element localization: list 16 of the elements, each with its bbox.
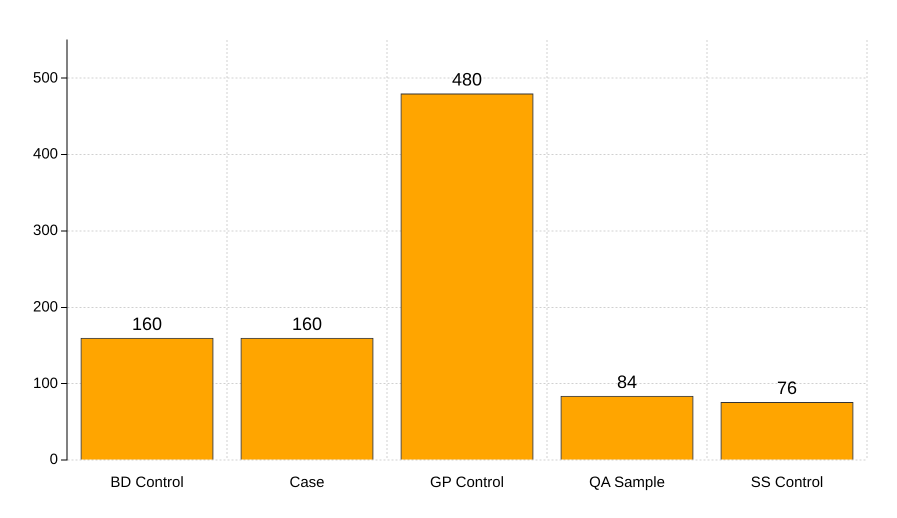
y-tick-label: 0	[50, 451, 58, 468]
x-tick-label: BD Control	[110, 474, 184, 492]
x-tick-label: QA Sample	[589, 474, 665, 492]
y-tick-label: 100	[32, 374, 58, 392]
y-tick-label: 400	[32, 146, 58, 163]
data-label: 84	[616, 372, 638, 392]
y-tick-label: 500	[32, 69, 58, 86]
x-tick-label: GP Control	[430, 474, 504, 492]
data-label: 480	[452, 69, 482, 90]
x-tick-label: Case	[290, 474, 325, 492]
y-tick-label: 200	[32, 298, 58, 316]
data-label: 160	[292, 314, 322, 334]
data-label: 76	[776, 378, 798, 398]
x-tick-label: SS Control	[750, 474, 824, 492]
y-tick-label: 300	[32, 222, 58, 240]
data-label: 160	[132, 314, 162, 334]
